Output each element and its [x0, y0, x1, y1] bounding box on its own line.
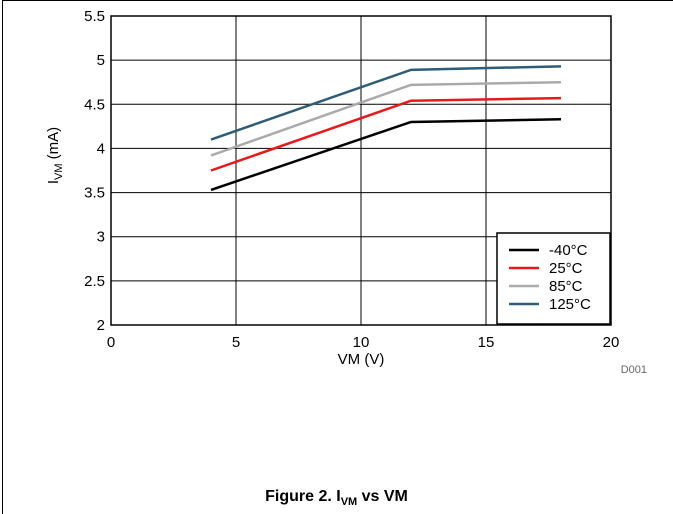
series-line — [210, 65, 562, 141]
x-tick-label: 10 — [353, 334, 370, 351]
figure-code: D001 — [621, 364, 647, 376]
legend-label: 85°C — [549, 278, 583, 295]
caption-subscript: VM — [340, 496, 358, 509]
y-tick-label: 5.5 — [84, 8, 105, 25]
x-tick-label: 5 — [232, 334, 240, 351]
y-tick-label: 2 — [97, 317, 105, 334]
y-axis-label-unit: (mA) — [45, 127, 62, 164]
series-lines — [210, 65, 562, 192]
y-tick-label: 5 — [97, 52, 105, 69]
y-axis-label: IVM (mA) — [45, 127, 65, 184]
legend-label: 125°C — [549, 296, 591, 313]
legend-label: -40°C — [549, 242, 588, 259]
caption-prefix: Figure 2. I — [265, 488, 341, 505]
y-tick-label: 4.5 — [84, 96, 105, 113]
page-border-left — [2, 0, 3, 514]
x-tick-label: 15 — [478, 334, 495, 351]
x-tick-label: 20 — [603, 334, 620, 351]
legend-box — [496, 232, 611, 325]
y-axis-label-sub: VM — [53, 164, 65, 181]
x-tick-label: 0 — [107, 334, 115, 351]
y-tick-label: 3.5 — [84, 185, 105, 202]
x-tick-labels: 0 5 10 15 20 — [107, 334, 620, 351]
figure-caption: Figure 2. IVM vs VM — [0, 488, 673, 508]
plot-area-border — [110, 15, 612, 326]
legend-label: 25°C — [549, 260, 583, 277]
y-tick-label: 3 — [97, 229, 105, 246]
series-line — [210, 80, 562, 157]
page-border-top — [2, 0, 673, 1]
y-tick-label: 4 — [97, 140, 105, 157]
y-tick-labels: 2 2.5 3 3.5 4 4.5 5 5.5 — [84, 8, 105, 334]
y-axis-label-main: I — [45, 180, 62, 184]
y-tick-label: 2.5 — [84, 273, 105, 290]
series-line — [210, 118, 562, 192]
x-axis-label: VM (V) — [338, 351, 385, 368]
caption-suffix: vs VM — [357, 488, 408, 505]
series-line — [210, 96, 562, 172]
